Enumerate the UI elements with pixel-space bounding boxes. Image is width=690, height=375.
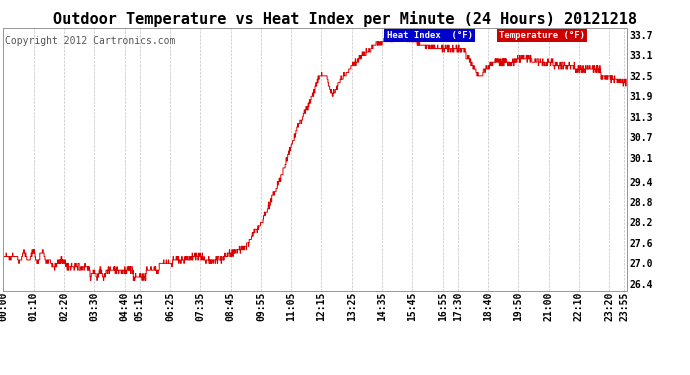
Text: Outdoor Temperature vs Heat Index per Minute (24 Hours) 20121218: Outdoor Temperature vs Heat Index per Mi… — [53, 11, 637, 27]
Text: Temperature (°F): Temperature (°F) — [499, 31, 585, 40]
Text: Heat Index  (°F): Heat Index (°F) — [386, 31, 473, 40]
Text: Copyright 2012 Cartronics.com: Copyright 2012 Cartronics.com — [5, 36, 175, 46]
